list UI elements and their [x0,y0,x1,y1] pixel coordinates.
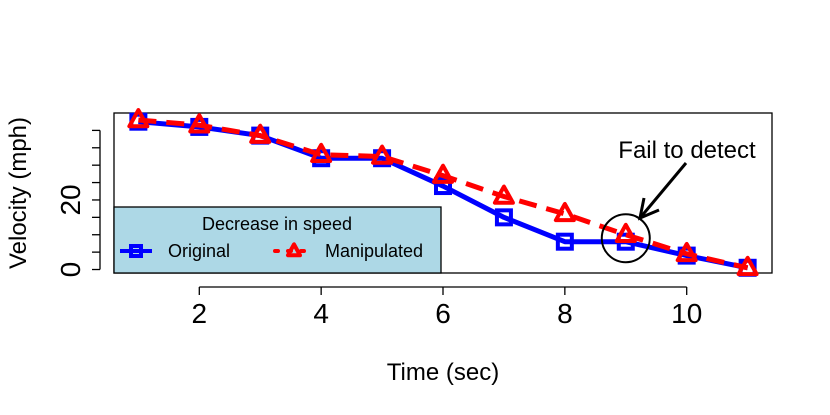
x-tick-label: 10 [671,298,702,329]
marker-triangle [371,144,394,165]
y-tick-label: 20 [55,184,86,215]
annotation-circle [600,213,651,264]
annotation-text: Fail to detect [618,137,756,164]
legend-label-manipulated: Manipulated [325,241,423,261]
marker-triangle [249,123,272,144]
annotation-arrow-head [637,197,660,221]
marker-triangle [188,113,211,134]
y-axis-title: Velocity (mph) [5,117,32,269]
y-tick-label: 0 [55,262,86,278]
x-tick-label: 2 [192,298,208,329]
marker-square [494,208,513,227]
series-group [127,108,759,277]
legend: Decrease in speed Original Manipulated [113,206,442,274]
annotation-arrow-shaft [638,162,688,219]
marker-triangle [675,241,698,263]
marker-square [129,244,143,258]
marker-triangle [492,184,515,205]
annotation-group: Fail to detect [600,137,756,264]
x-tick-label: 4 [313,298,329,329]
marker-triangle [614,222,637,244]
legend-title: Decrease in speed [202,214,352,234]
axes-group: 2 4 6 8 10 Time (sec) 0 20 Velocity (mph) [5,112,773,386]
marker-triangle [127,108,150,129]
series-line-manipulated [138,117,749,271]
marker-triangle [310,142,333,164]
x-tick-label: 8 [557,298,573,329]
marker-triangle [553,201,576,223]
marker-square [555,232,574,251]
marker-square [434,177,452,196]
legend-box [113,206,442,274]
series-manipulated [127,108,759,277]
x-tick-label: 6 [435,298,451,329]
marker-triangle [736,255,759,277]
x-axis-title: Time (sec) [387,359,499,386]
plot-frame [113,112,773,274]
marker-triangle [432,163,454,184]
series-line-original [138,119,749,271]
marker-triangle [286,242,302,258]
legend-label-original: Original [168,241,230,261]
